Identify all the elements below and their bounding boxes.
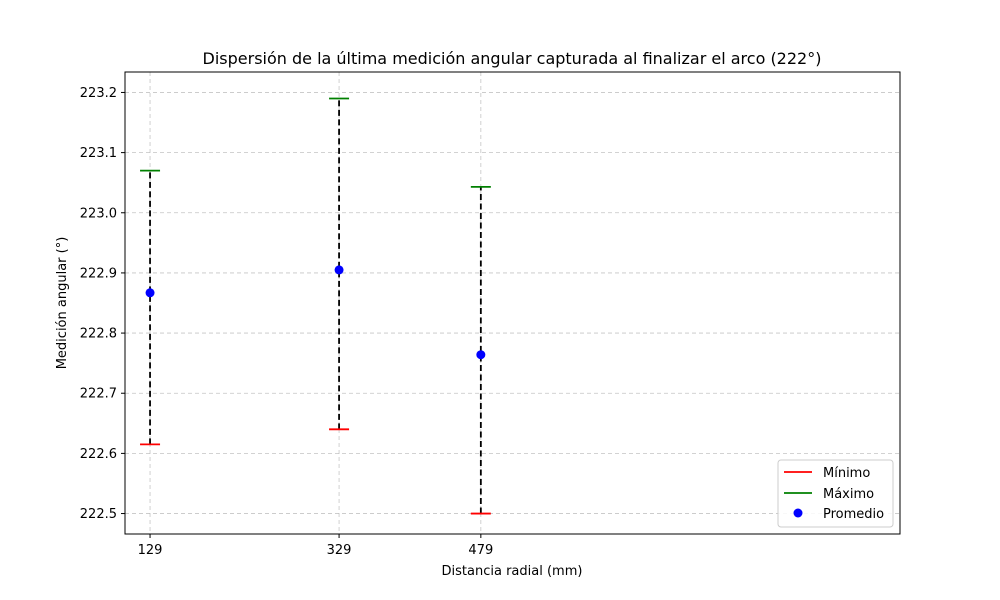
x-tick-label: 479: [468, 543, 493, 558]
chart-title: Dispersión de la última medición angular…: [203, 49, 822, 68]
legend-mean-label: Promedio: [823, 507, 884, 522]
x-tick-label: 329: [327, 543, 352, 558]
y-tick-label: 223.1: [80, 146, 117, 161]
x-axis-title: Distancia radial (mm): [442, 564, 583, 579]
y-tick-label: 222.9: [80, 266, 117, 281]
y-tick-label: 223.0: [80, 206, 117, 221]
legend-frame: [777, 459, 894, 528]
y-tick-label: 222.5: [80, 507, 117, 522]
y-tick-label: 222.6: [80, 447, 117, 462]
legend-max-label: Máximo: [823, 487, 874, 502]
y-tick-label: 223.2: [80, 86, 117, 101]
mean-point: [476, 350, 486, 360]
y-tick-label: 222.7: [80, 387, 117, 402]
x-tick-label: 129: [138, 543, 163, 558]
legend-mean-swatch: [793, 508, 803, 518]
data-markers: [140, 97, 491, 515]
legend-min-label: Mínimo: [823, 466, 870, 481]
mean-point: [334, 265, 344, 275]
plot-area-frame: [124, 71, 901, 535]
y-axis-title: Medición angular (°): [55, 237, 70, 370]
range-lines: [149, 98, 482, 514]
legend: Mínimo Máximo Promedio: [777, 459, 894, 528]
y-tick-label: 222.8: [80, 327, 117, 342]
mean-point: [145, 288, 155, 298]
axis-ticks: 222.5 222.6 222.7 222.8 222.9 223.0 223.1 223.2…: [80, 86, 493, 558]
